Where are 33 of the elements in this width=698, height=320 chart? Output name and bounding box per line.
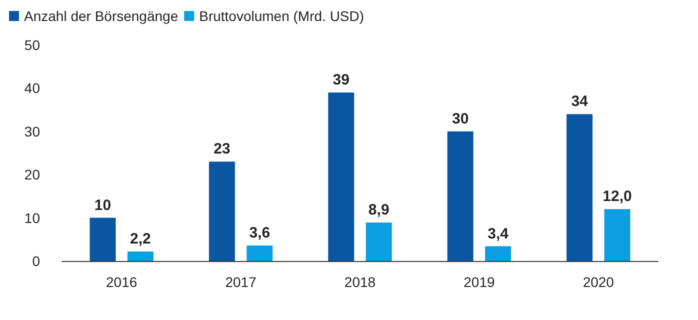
bar	[127, 251, 154, 261]
y-tick-label: 40	[24, 80, 40, 96]
bar	[90, 218, 116, 261]
x-tick-label: 2017	[225, 274, 257, 290]
data-label: 3,4	[488, 225, 510, 242]
data-label: 8,9	[368, 202, 390, 219]
data-label: 3,6	[249, 224, 270, 242]
y-tick-label: 0	[32, 253, 40, 269]
bar	[485, 246, 512, 261]
x-tick-label: 2016	[106, 274, 138, 290]
bar	[208, 162, 235, 261]
bar	[328, 92, 354, 261]
bar	[246, 245, 273, 261]
bar	[566, 114, 593, 261]
data-label: 39	[332, 72, 350, 89]
bar	[366, 222, 392, 261]
y-tick-label: 30	[24, 123, 40, 140]
data-label: 23	[214, 140, 230, 158]
legend-label: Bruttovolumen (Mrd. USD)	[199, 8, 364, 24]
y-tick-label: 20	[24, 166, 40, 183]
data-label: 30	[452, 110, 469, 128]
x-tick-label: 2020	[582, 274, 614, 290]
bar	[447, 131, 474, 261]
x-tick-label: 2019	[464, 274, 495, 290]
y-tick-label: 50	[24, 37, 40, 53]
data-label: 10	[94, 196, 112, 214]
y-tick-label: 10	[24, 210, 40, 226]
data-label: 12,0	[602, 188, 632, 206]
bar	[604, 209, 630, 261]
legend-label: Anzahl der Börsengänge	[24, 8, 178, 24]
x-tick-label: 2018	[344, 274, 376, 290]
data-label: 2,2	[130, 230, 151, 248]
data-label: 34	[571, 93, 589, 110]
